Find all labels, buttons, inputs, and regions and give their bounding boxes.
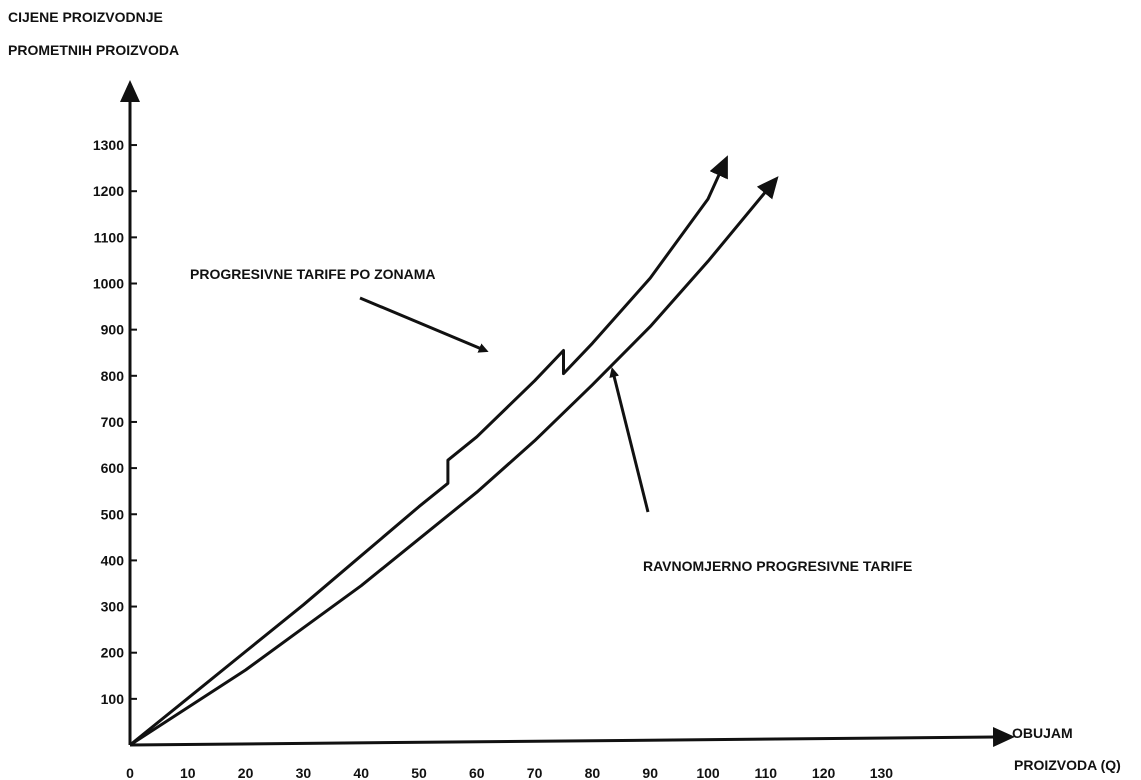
x-axis-title-line-2: PROIZVODA (Q) <box>1014 757 1121 773</box>
y-axis-title-line-1: CIJENE PROIZVODNJE <box>8 9 163 25</box>
y-tick-label: 700 <box>101 414 125 430</box>
x-tick-label: 60 <box>469 765 485 780</box>
axes <box>120 80 1015 748</box>
annotation-uniform-tariffs-arrow <box>609 367 650 513</box>
y-tick-label: 500 <box>101 506 125 522</box>
y-tick-label: 100 <box>101 691 125 707</box>
annotation-zone-tariffs: PROGRESIVNE TARIFE PO ZONAMA <box>190 266 436 282</box>
x-tick-label: 100 <box>696 765 720 780</box>
annotation-zone-tariffs-arrow <box>359 296 489 353</box>
x-tick-label: 50 <box>411 765 427 780</box>
y-tick-label: 200 <box>101 645 125 661</box>
x-tick-label: 110 <box>755 765 778 780</box>
x-tick-label: 80 <box>585 765 601 780</box>
y-tick-label: 900 <box>101 322 125 338</box>
y-tick-label: 300 <box>101 599 125 615</box>
y-tick-label: 400 <box>101 552 125 568</box>
y-ticks: 100 200 300 400 500 600 700 800 900 1000 1100 1200 1… <box>93 137 137 707</box>
x-tick-label: 130 <box>870 765 894 780</box>
x-axis-title-line-1: OBUJAM <box>1012 725 1073 741</box>
x-ticks: 0 10 20 30 40 50 60 70 80 90 100 110 120 130 <box>126 765 893 780</box>
series-line-2 <box>129 176 779 747</box>
x-tick-label: 20 <box>238 765 254 780</box>
y-tick-label: 1300 <box>93 137 124 153</box>
x-tick-label: 40 <box>353 765 369 780</box>
x-tick-label: 90 <box>642 765 658 780</box>
y-tick-label: 1100 <box>94 229 125 245</box>
series-line-1 <box>129 155 728 747</box>
y-axis-title-line-2: PROMETNIH PROIZVODA <box>8 42 179 58</box>
y-tick-label: 1000 <box>93 276 124 292</box>
x-tick-label: 70 <box>527 765 543 780</box>
y-tick-label: 800 <box>101 368 125 384</box>
annotation-uniform-tariffs: RAVNOMJERNO PROGRESIVNE TARIFE <box>643 558 912 574</box>
y-tick-label: 1200 <box>93 183 124 199</box>
x-tick-label: 30 <box>296 765 312 780</box>
series-lines <box>129 155 779 747</box>
x-tick-label: 120 <box>812 765 836 780</box>
y-tick-label: 600 <box>101 460 125 476</box>
x-tick-label: 10 <box>180 765 196 780</box>
x-tick-label: 0 <box>126 765 134 780</box>
x-axis-line <box>129 727 1015 748</box>
